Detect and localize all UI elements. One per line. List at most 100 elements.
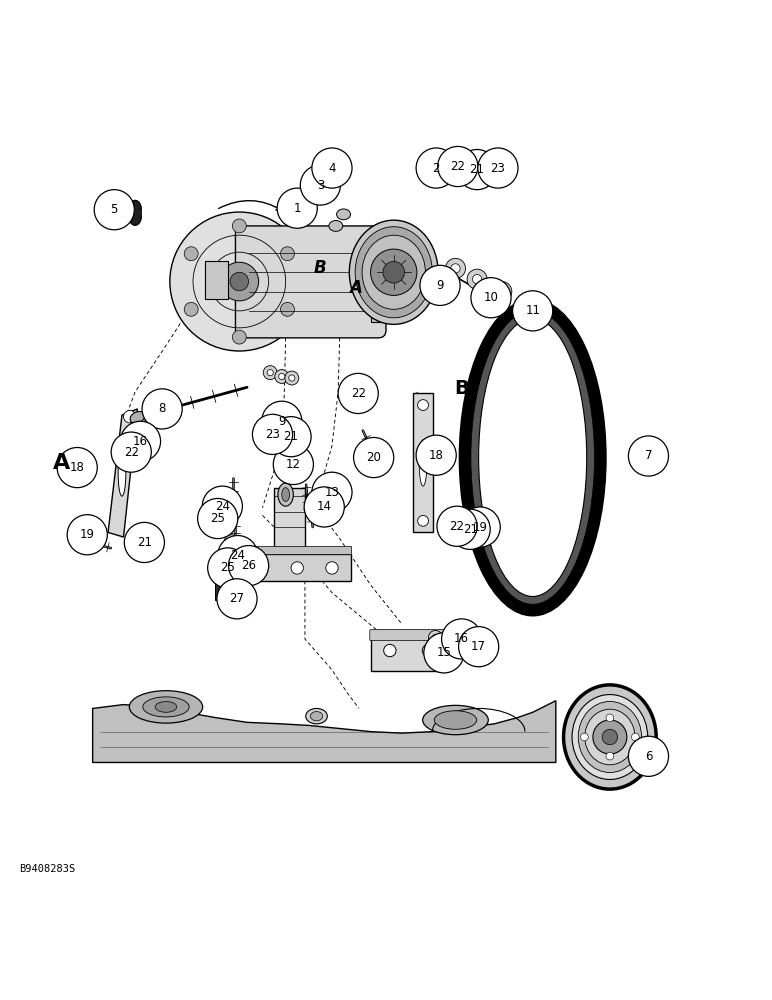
Circle shape [457, 150, 497, 190]
Text: 14: 14 [317, 500, 332, 513]
Text: 4: 4 [328, 162, 336, 175]
Text: 6: 6 [645, 750, 652, 763]
Circle shape [111, 432, 151, 472]
Circle shape [271, 417, 311, 457]
Text: 9: 9 [436, 279, 444, 292]
Ellipse shape [422, 705, 488, 735]
Text: 9: 9 [278, 415, 286, 428]
Text: B9408283S: B9408283S [19, 864, 76, 874]
Text: 20: 20 [366, 451, 381, 464]
Ellipse shape [337, 209, 350, 220]
Circle shape [602, 729, 618, 745]
Polygon shape [93, 701, 556, 762]
Circle shape [229, 546, 269, 586]
Text: A: A [349, 279, 361, 297]
Circle shape [513, 291, 553, 331]
Text: 21: 21 [469, 163, 485, 176]
Text: 22: 22 [449, 520, 465, 533]
Circle shape [581, 733, 588, 741]
Text: 15: 15 [436, 646, 452, 659]
Circle shape [416, 435, 456, 475]
Circle shape [628, 436, 669, 476]
Polygon shape [129, 200, 141, 225]
Circle shape [338, 373, 378, 414]
Circle shape [208, 548, 248, 588]
Ellipse shape [355, 227, 432, 318]
Circle shape [225, 586, 235, 597]
Text: 11: 11 [525, 304, 540, 317]
Text: 1: 1 [293, 202, 301, 215]
Circle shape [459, 627, 499, 667]
Ellipse shape [329, 221, 343, 231]
Circle shape [422, 644, 435, 657]
Circle shape [484, 173, 492, 181]
Circle shape [593, 720, 627, 754]
Ellipse shape [155, 701, 177, 712]
Ellipse shape [419, 440, 427, 486]
Circle shape [467, 269, 487, 289]
Circle shape [418, 400, 428, 410]
Ellipse shape [278, 483, 293, 506]
Circle shape [202, 486, 242, 526]
Circle shape [275, 370, 289, 383]
Ellipse shape [584, 709, 635, 765]
Ellipse shape [362, 235, 425, 309]
Text: 25: 25 [220, 561, 235, 574]
Ellipse shape [130, 412, 145, 423]
Text: 25: 25 [210, 512, 225, 525]
Circle shape [438, 146, 478, 187]
Ellipse shape [471, 311, 594, 604]
Circle shape [232, 219, 246, 233]
Ellipse shape [459, 299, 606, 616]
Text: 22: 22 [450, 160, 466, 173]
Circle shape [224, 535, 239, 550]
Circle shape [285, 371, 299, 385]
Circle shape [225, 546, 239, 559]
Text: 7: 7 [645, 449, 652, 462]
Circle shape [451, 264, 460, 273]
Circle shape [437, 506, 477, 546]
Circle shape [198, 498, 238, 539]
Text: B: B [314, 259, 327, 277]
Circle shape [445, 258, 466, 278]
Circle shape [472, 275, 482, 284]
Circle shape [279, 373, 285, 380]
Circle shape [185, 302, 198, 316]
Circle shape [124, 410, 136, 423]
Circle shape [142, 389, 182, 429]
Circle shape [462, 528, 476, 542]
Circle shape [120, 421, 161, 461]
Ellipse shape [479, 319, 587, 596]
Circle shape [218, 536, 258, 576]
Ellipse shape [513, 349, 533, 380]
Circle shape [220, 262, 259, 301]
Bar [215, 583, 245, 600]
Circle shape [232, 330, 246, 344]
Circle shape [432, 634, 438, 641]
Circle shape [277, 188, 317, 228]
Circle shape [237, 549, 251, 563]
Ellipse shape [434, 711, 477, 729]
Circle shape [245, 562, 257, 574]
Circle shape [241, 552, 247, 559]
Circle shape [416, 148, 456, 188]
Circle shape [606, 752, 614, 760]
Circle shape [480, 170, 496, 185]
Text: 22: 22 [124, 446, 139, 459]
Bar [432, 268, 452, 282]
Ellipse shape [310, 712, 323, 721]
Circle shape [280, 247, 294, 261]
Circle shape [497, 287, 506, 296]
Text: 21: 21 [137, 536, 152, 549]
Text: 12: 12 [286, 458, 301, 471]
Text: 19: 19 [472, 521, 488, 534]
Text: B: B [454, 379, 469, 398]
Circle shape [628, 736, 669, 776]
Text: 24: 24 [215, 500, 230, 513]
Text: 18: 18 [428, 449, 444, 462]
Ellipse shape [564, 685, 656, 789]
Bar [371, 288, 392, 322]
Circle shape [492, 282, 512, 302]
Circle shape [304, 487, 344, 527]
Ellipse shape [572, 695, 648, 779]
